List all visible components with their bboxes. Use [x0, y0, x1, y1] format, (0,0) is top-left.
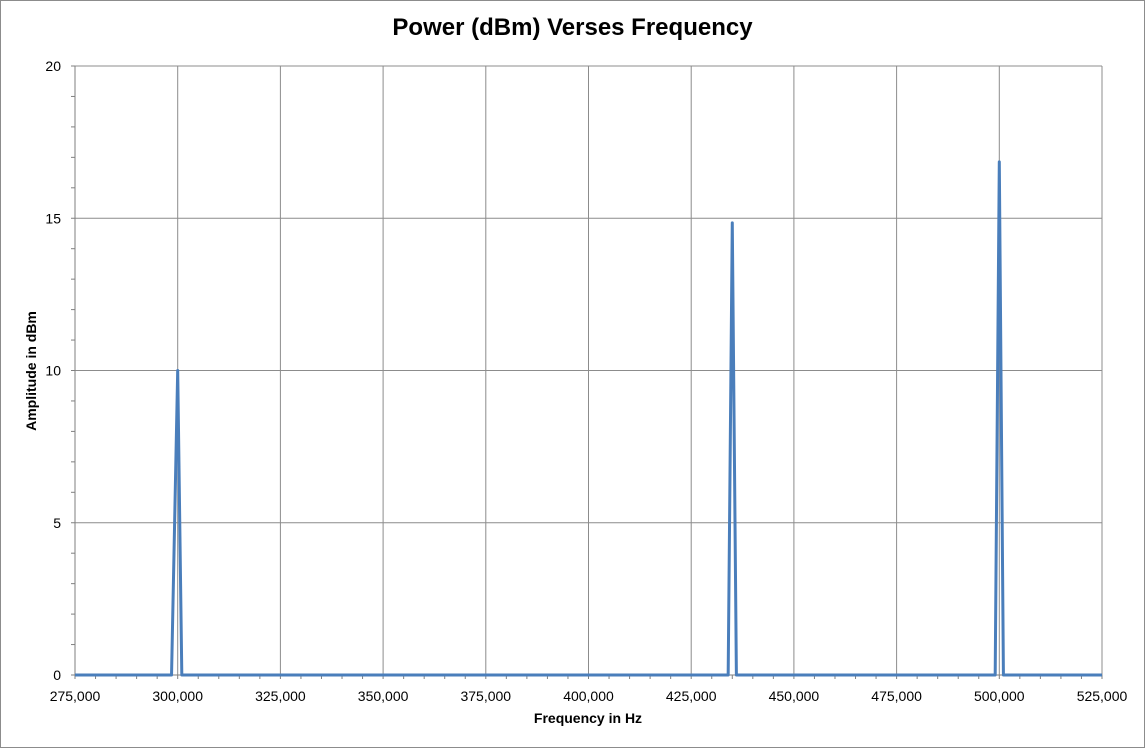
series-line	[75, 160, 1102, 677]
x-tick-label: 425,000	[666, 688, 717, 704]
axes	[71, 65, 1103, 679]
x-tick-label: 325,000	[255, 688, 306, 704]
grid	[75, 65, 1103, 675]
x-tick-label: 475,000	[871, 688, 922, 704]
x-tick-label: 450,000	[769, 688, 820, 704]
x-tick-label: 375,000	[460, 688, 511, 704]
x-tick-label: 300,000	[152, 688, 203, 704]
series-layer	[75, 160, 1102, 677]
y-tick-label: 0	[53, 667, 61, 683]
x-tick-label: 525,000	[1077, 688, 1128, 704]
y-axis-title: Amplitude in dBm	[23, 311, 39, 431]
chart-title: Power (dBm) Verses Frequency	[392, 14, 753, 41]
y-tick-label: 10	[45, 363, 61, 379]
x-tick-label: 500,000	[974, 688, 1025, 704]
x-tick-label: 350,000	[358, 688, 409, 704]
x-tick-label: 400,000	[563, 688, 614, 704]
y-tick-label: 20	[45, 58, 61, 74]
x-tick-label: 275,000	[50, 688, 101, 704]
y-tick-label: 15	[45, 210, 61, 226]
x-axis-title: Frequency in Hz	[534, 710, 642, 726]
y-tick-label: 5	[53, 515, 61, 531]
tick-labels: 275,000 300,000 325,000 350,000 375,000 400,0…	[45, 58, 1127, 704]
